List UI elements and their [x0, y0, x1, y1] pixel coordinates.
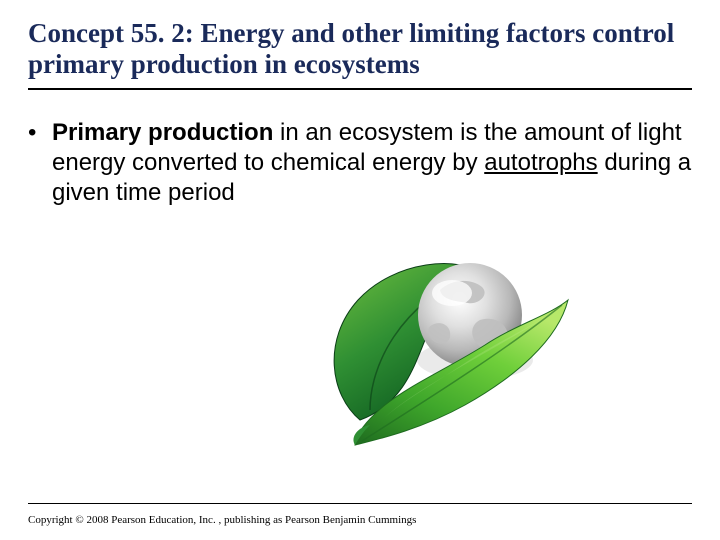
globe-highlight: [432, 280, 472, 306]
body-text: • Primary production in an ecosystem is …: [28, 118, 692, 208]
term-autotrophs: autotrophs: [484, 149, 597, 176]
slide: Concept 55. 2: Energy and other limiting…: [0, 0, 720, 540]
copyright-text: Copyright © 2008 Pearson Education, Inc.…: [28, 514, 416, 526]
term-primary-production: Primary production: [52, 119, 273, 146]
bullet-item: • Primary production in an ecosystem is …: [52, 118, 692, 208]
slide-title: Concept 55. 2: Energy and other limiting…: [28, 18, 692, 90]
bullet-content: Primary production in an ecosystem is th…: [52, 118, 692, 208]
leaves-globe-illustration: [300, 245, 580, 455]
leaves-globe-svg: [300, 245, 580, 455]
footer-rule: [28, 503, 692, 504]
bullet-marker: •: [28, 118, 52, 148]
